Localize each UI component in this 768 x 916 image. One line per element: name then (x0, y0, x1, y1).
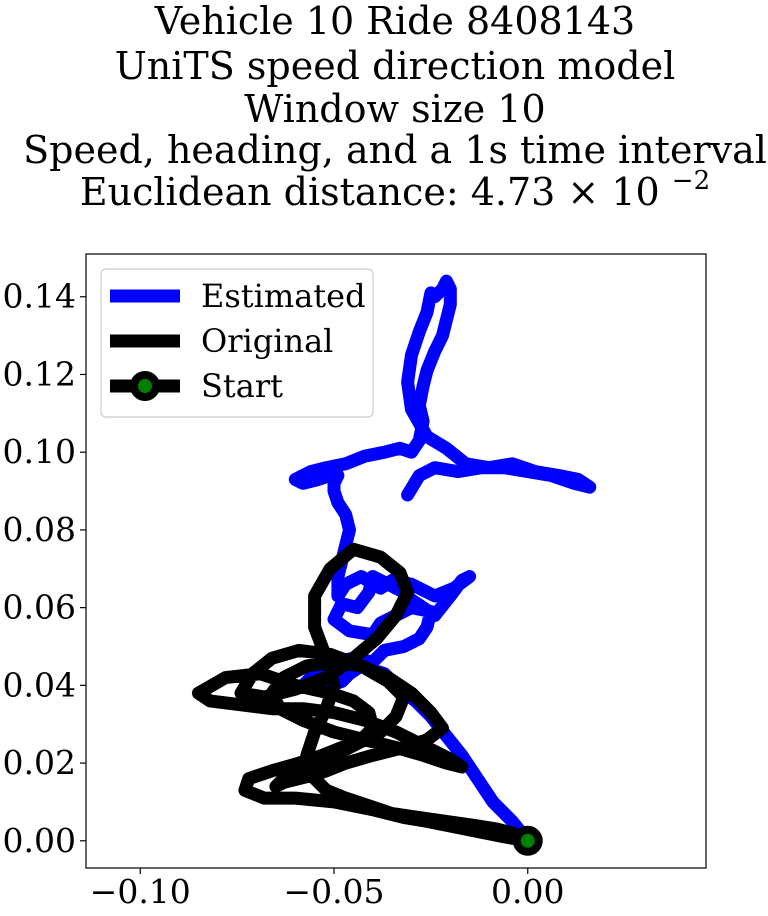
x-axis: −0.10 −0.05 0.00 (90, 868, 564, 911)
title-metric-exponent: −2 (672, 166, 710, 196)
legend-start-marker (130, 371, 160, 401)
chart-title: Vehicle 10 Ride 8408143 UniTS speed dire… (23, 0, 767, 214)
title-metric-prefix: Euclidean distance: (80, 170, 471, 214)
series-layer (191, 274, 597, 848)
title-metric-base: 10 (611, 170, 659, 214)
y-tick-label: 0.08 (3, 510, 76, 549)
y-tick-label: 0.10 (3, 432, 76, 471)
y-tick-label: 0.04 (3, 665, 76, 704)
legend-label: Estimated (201, 277, 366, 315)
y-axis: 0.00 0.02 0.04 0.06 0.08 0.10 0.12 0.14 (3, 277, 86, 860)
x-tick-label: −0.10 (90, 872, 191, 911)
title-line-3: Window size 10 (244, 87, 545, 131)
title-metric-mantissa: 4.73 (471, 170, 556, 214)
x-tick-label: −0.05 (283, 872, 384, 911)
title-metric-line: Euclidean distance: 4.73 × 10 −2 (80, 166, 710, 214)
title-line-4: Speed, heading, and a 1s time interval (23, 128, 767, 172)
legend: Estimated Original Start (100, 268, 374, 418)
y-tick-label: 0.00 (3, 821, 76, 860)
legend-item-start: Start (110, 367, 283, 405)
start-marker (512, 825, 543, 856)
title-line-2: UniTS speed direction model (115, 44, 675, 88)
y-tick-label: 0.02 (3, 743, 76, 782)
legend-label: Start (201, 367, 283, 405)
title-metric-times: × (567, 170, 611, 214)
x-tick-label: 0.00 (491, 872, 564, 911)
marker-layer (512, 825, 543, 856)
series-original-line (191, 542, 535, 848)
y-tick-label: 0.12 (3, 354, 76, 393)
legend-item-estimated: Estimated (110, 277, 366, 315)
y-tick-label: 0.06 (3, 588, 76, 627)
y-tick-label: 0.14 (3, 277, 76, 316)
legend-label: Original (201, 322, 333, 360)
legend-item-original: Original (110, 322, 333, 360)
title-line-1: Vehicle 10 Ride 8408143 (154, 0, 635, 43)
